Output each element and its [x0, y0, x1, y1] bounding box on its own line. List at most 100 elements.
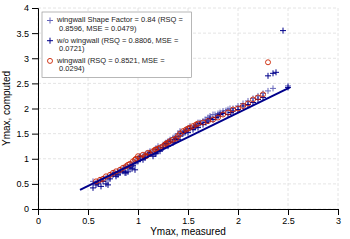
point: [231, 107, 236, 112]
x-tick: 0.5: [82, 209, 95, 226]
x-tick-label: 1.5: [182, 216, 195, 226]
legend-item: wingwall Shape Factor = 0.84 (RSQ = 0.85…: [47, 15, 184, 33]
series-3: [80, 87, 290, 190]
x-tick-label: 2.5: [282, 216, 295, 226]
point: [181, 129, 186, 134]
y-tick-label: 1.5: [16, 129, 29, 139]
y-tick: 4: [24, 3, 38, 13]
trend-line: [80, 87, 290, 190]
y-tick-label: 2.5: [16, 79, 29, 89]
grid-line-y: [38, 108, 338, 109]
x-tick-mark: [188, 209, 189, 215]
plot-root: 0 0.5 1 1.5 2 2.5 3 0 0.5 1 1.5 2 2.5 3 3.5 4 wingwall S…: [16, 3, 341, 226]
y-tick: 3.5: [16, 29, 38, 39]
point: [171, 137, 176, 142]
x-tick-mark: [288, 209, 289, 215]
y-tick-mark: [32, 109, 38, 110]
grid-line-y: [38, 183, 338, 184]
x-axis-line: [39, 210, 339, 216]
point: [270, 70, 276, 76]
y-tick-mark: [32, 134, 38, 135]
x-tick-mark: [238, 209, 239, 215]
point: [132, 167, 138, 173]
y-tick-mark: [32, 159, 38, 160]
y-tick-mark: [32, 184, 38, 185]
legend-item: w/o wingwall (RSQ = 0.8806, MSE = 0.0721…: [47, 36, 179, 54]
y-tick-label: 1: [24, 154, 29, 164]
x-tick-label: 3: [336, 216, 341, 226]
legend-symbol: [47, 38, 53, 44]
x-tick: 2.5: [282, 209, 295, 226]
point: [226, 110, 231, 115]
legend: wingwall Shape Factor = 0.84 (RSQ = 0.85…: [42, 12, 192, 78]
legend-label: w/o wingwall (RSQ = 0.8806, MSE = 0.0721…: [56, 36, 179, 54]
y-tick: 0.5: [16, 179, 38, 189]
point: [191, 124, 196, 129]
point: [236, 106, 241, 111]
legend-box: [42, 12, 192, 78]
point: [273, 69, 279, 75]
grid-line-y: [38, 83, 338, 84]
chart: 0 0.5 1 1.5 2 2.5 3 0 0.5 1 1.5 2 2.5 3 3.5 4 wingwall S…: [0, 0, 350, 239]
y-tick-mark: [32, 209, 38, 210]
y-tick-label: 3.5: [16, 29, 29, 39]
point: [206, 119, 211, 124]
point: [168, 139, 173, 144]
y-tick-label: 0: [24, 204, 29, 214]
point: [266, 60, 271, 65]
y-tick-mark: [32, 8, 38, 9]
x-tick: 1.5: [182, 209, 195, 226]
y-tick: 3: [24, 54, 38, 64]
y-tick-label: 0.5: [16, 179, 29, 189]
legend-label: wingwall (RSQ = 0.8521, MSE = 0.0294): [56, 56, 165, 74]
y-axis: 0 0.5 1 1.5 2 2.5 3 3.5 4: [16, 3, 38, 214]
point: [211, 117, 216, 122]
x-axis-title: Ymax, measured: [150, 226, 226, 237]
point: [196, 121, 201, 126]
x-tick: 0: [36, 209, 41, 226]
y-tick: 2.5: [16, 79, 38, 89]
legend-item: wingwall (RSQ = 0.8521, MSE = 0.0294): [48, 56, 166, 74]
y-tick: 2: [24, 104, 38, 114]
x-tick-label: 2: [236, 216, 241, 226]
y-tick-mark: [32, 83, 38, 84]
grid-line-y: [38, 158, 338, 159]
point: [105, 182, 111, 188]
point: [246, 101, 251, 106]
legend-symbol: [47, 18, 53, 24]
legend-label: wingwall Shape Factor = 0.84 (RSQ = 0.85…: [56, 15, 184, 33]
point: [256, 95, 261, 100]
y-tick: 1: [24, 154, 38, 164]
point: [216, 115, 221, 120]
x-tick-label: 0.5: [82, 216, 95, 226]
y-tick-label: 3: [24, 54, 29, 64]
series-2: [94, 60, 271, 184]
y-tick-mark: [32, 58, 38, 59]
point: [241, 103, 246, 108]
y-tick-label: 4: [24, 3, 29, 13]
y-tick: 0: [24, 204, 38, 214]
y-tick-mark: [32, 33, 38, 34]
y-tick-label: 2: [24, 104, 29, 114]
point: [270, 85, 276, 91]
x-tick-mark: [88, 209, 89, 215]
point: [221, 112, 226, 117]
x-tick-mark: [138, 209, 139, 215]
point: [201, 120, 206, 125]
legend-symbol: [48, 58, 53, 63]
point: [251, 97, 256, 102]
y-axis-title: Ymax, computed: [1, 71, 12, 146]
x-tick-label: 1: [136, 216, 141, 226]
point: [220, 111, 226, 117]
x-tick: 2: [236, 209, 241, 226]
y-axis-line: [32, 9, 39, 210]
x-tick: 1: [136, 209, 141, 226]
point: [280, 28, 286, 34]
x-axis: 0 0.5 1 1.5 2 2.5 3: [36, 209, 341, 226]
grid-line-y: [38, 8, 338, 9]
point: [261, 92, 266, 97]
y-tick: 1.5: [16, 129, 38, 139]
x-tick-label: 0: [36, 216, 41, 226]
x-tick: 3: [336, 209, 341, 226]
point: [188, 125, 193, 130]
